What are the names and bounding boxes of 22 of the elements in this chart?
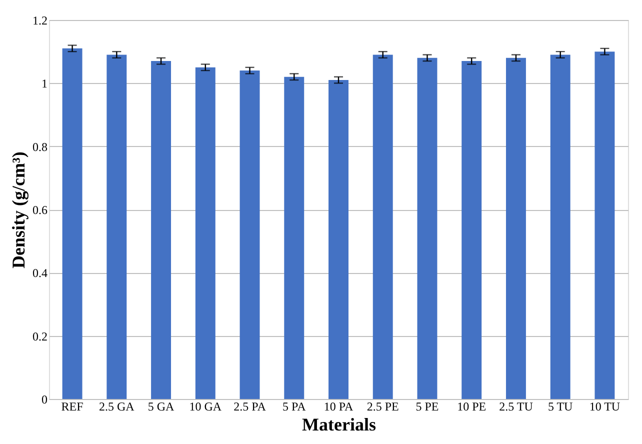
x-tick-label: 10 TU xyxy=(589,400,620,414)
x-tick-label: 5 PA xyxy=(282,400,306,414)
x-tick-label: 2.5 GA xyxy=(98,400,135,414)
x-tick-label: 5 GA xyxy=(148,400,175,414)
y-tick-label: 0.6 xyxy=(32,203,48,217)
x-tick-label: 2.5 PE xyxy=(366,400,399,414)
x-axis-title: Materials xyxy=(302,414,376,434)
x-tick-label: REF xyxy=(61,400,84,414)
y-axis-title: Density (g/cm³) xyxy=(8,152,28,268)
y-tick-label: 0.4 xyxy=(32,266,48,280)
y-tick-label: 1 xyxy=(42,76,48,91)
y-tick-label: 1.2 xyxy=(32,14,48,28)
y-tick-label: 0.2 xyxy=(32,329,48,344)
y-tick-label: 0.8 xyxy=(32,140,48,154)
x-tick-label: 10 GA xyxy=(189,400,222,414)
x-tick-label: 2.5 PA xyxy=(234,400,266,414)
x-tick-label: 10 PA xyxy=(324,400,354,414)
x-tick-label: 5 PE xyxy=(416,400,439,414)
y-tick-label: 0 xyxy=(42,392,48,406)
x-tick-label: 2.5 TU xyxy=(499,400,534,414)
x-tick-label: 5 TU xyxy=(548,400,574,414)
x-tick-label: 10 PE xyxy=(457,400,486,414)
